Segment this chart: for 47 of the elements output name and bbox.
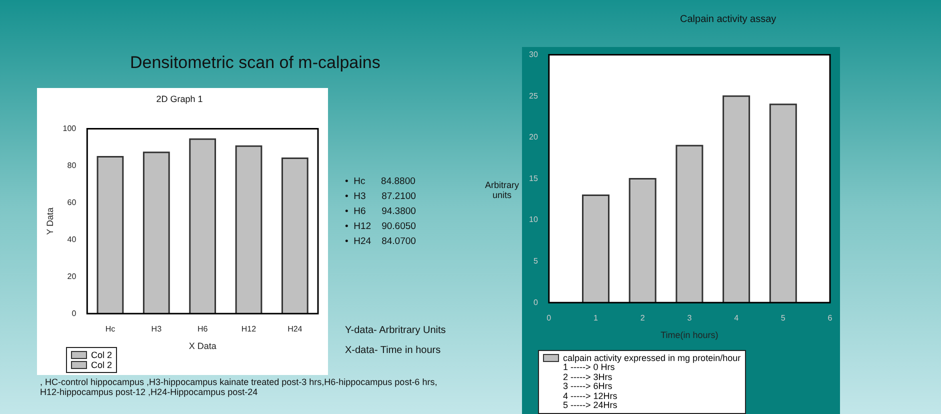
x-tick-label: 5 <box>780 314 786 323</box>
text: • H12 90.6050 <box>345 221 416 232</box>
text: • Hc 84.8800 <box>345 176 416 187</box>
y-tick-label: 20 <box>67 272 77 281</box>
y-tick-label: 20 <box>528 132 538 142</box>
x-tick-label: 4 <box>734 314 740 323</box>
legend-label: calpain activity expressed in mg protein/hour <box>563 353 741 363</box>
text: • H24 84.0700 <box>345 236 416 247</box>
text: 3 -----> 6Hrs <box>562 381 614 392</box>
x-tick-label: 3 <box>687 314 692 323</box>
y-tick-label: 40 <box>67 234 77 244</box>
text: , HC-control hippocampus ,H3-hippocampus kainate treated post-3 hrs,H6-hippocampus post-6 hrs, H12-hippocampus post-12 ,H24-Hippocampus post-24 <box>40 377 438 397</box>
y-tick-label: 60 <box>67 198 77 207</box>
y-tick-label: 80 <box>67 160 77 170</box>
text: 1 -----> 0 Hrs <box>562 362 615 372</box>
text: • H6 94.3800 <box>345 206 416 217</box>
x-tick-label: H12 <box>241 324 257 334</box>
legend-label: Col 2 <box>91 350 112 360</box>
x-tick-label: Hc <box>105 324 116 334</box>
x-axis-title: X Data <box>188 341 216 352</box>
y-tick-label: 10 <box>528 215 538 224</box>
text: X-data- Time in hours <box>345 345 441 356</box>
y-tick-label: 5 <box>533 256 538 266</box>
x-tick-label: 6 <box>828 314 833 323</box>
y-tick-label: 100 <box>62 124 77 134</box>
x-axis-title: Time(in hours) <box>660 330 718 340</box>
y-tick-label: 25 <box>528 91 538 100</box>
x-tick-label: H3 <box>151 324 162 334</box>
text: 4 -----> 12Hrs <box>562 390 618 401</box>
y-tick-label: 15 <box>528 174 538 183</box>
text: • H3 87.2100 <box>345 191 416 202</box>
y-axis-title: Y Data <box>44 208 55 235</box>
y-tick-label: 0 <box>533 298 538 307</box>
x-tick-label: 2 <box>640 314 646 323</box>
y-tick-label: 30 <box>528 50 538 60</box>
chart-title: Densitometric scan of m-calpains <box>130 53 380 73</box>
text: 5 -----> 24Hrs <box>562 400 618 410</box>
chart-subtitle: 2D Graph 1 <box>156 94 203 104</box>
x-tick-label: 1 <box>594 314 599 323</box>
text: 2 -----> 3Hrs <box>562 372 614 382</box>
x-tick-label: H6 <box>197 324 208 334</box>
x-tick-label: 0 <box>546 314 552 323</box>
x-tick-label: H24 <box>288 324 303 334</box>
y-axis-title: Arbitrary units <box>484 180 520 200</box>
chart-title: Calpain activity assay <box>680 14 776 25</box>
legend-label: Col 2 <box>91 360 112 370</box>
text: Y-data- Arbritrary Units <box>345 325 446 336</box>
